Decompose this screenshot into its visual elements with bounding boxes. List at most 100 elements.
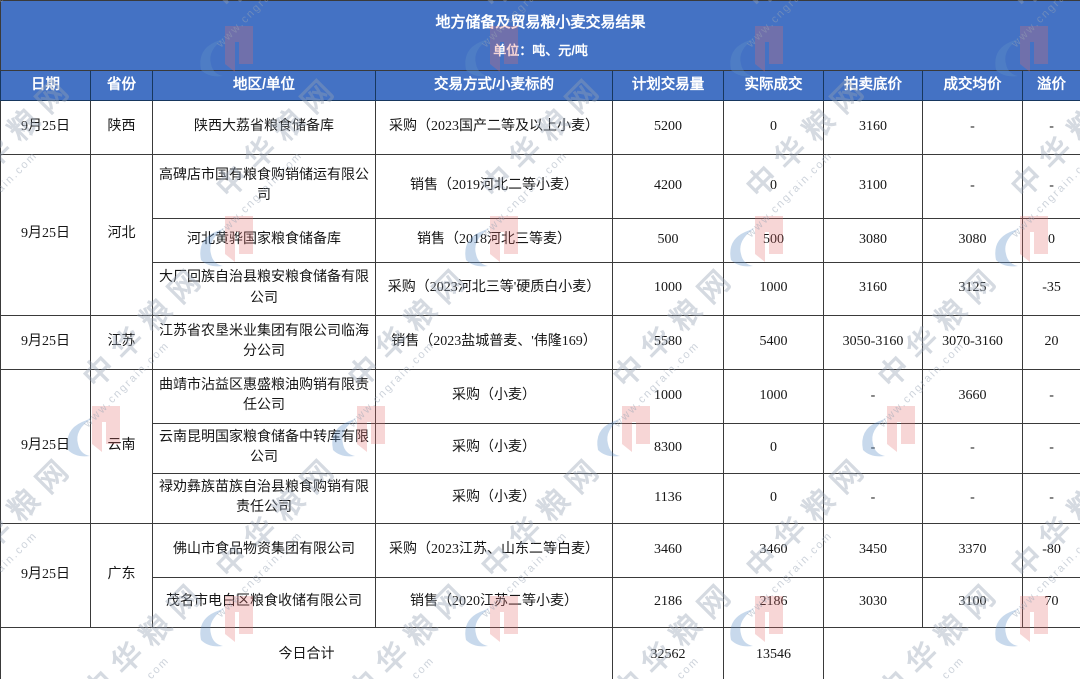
avg-price-cell: 3080 (922, 217, 1023, 263)
planned-volume-cell: 500 (612, 217, 724, 263)
total-label-cell: 今日合计 (0, 626, 613, 679)
units-note: 单位：吨、元/吨 (493, 42, 588, 58)
actual-volume-cell: 0 (723, 472, 824, 524)
table-row: 河北黄骅国家粮食储备库 销售（2018河北三等麦） 500 500 3080 3… (1, 217, 1080, 263)
actual-volume-cell: 0 (723, 99, 824, 155)
region-cell: 曲靖市沾益区惠盛粮油购销有限责任公司 (152, 368, 376, 424)
table-row: 云南昆明国家粮食储备中转库有限公司 采购（小麦） 8300 0 - - - (1, 422, 1080, 474)
col-header-date: 日期 (0, 69, 91, 101)
actual-volume-cell: 1000 (723, 261, 824, 316)
premium-cell: -80 (1021, 522, 1080, 578)
total-empty-cell (822, 626, 1080, 679)
deal-cell: 销售（2018河北三等麦） (375, 217, 613, 263)
avg-price-cell: 3070-3160 (922, 314, 1023, 370)
avg-price-cell: 3100 (922, 576, 1023, 628)
date-cell: 9月25日 (0, 522, 91, 628)
table-row: 9月25日 陕西 陕西大荔省粮食储备库 采购（2023国产二等及以上小麦） 52… (0, 99, 1080, 155)
date-cell: 9月25日 (0, 314, 91, 370)
planned-volume-cell: 1000 (612, 368, 724, 424)
deal-cell: 采购（2023江苏、山东二等白麦） (375, 522, 613, 578)
col-header-premium: 溢价 (1021, 69, 1080, 101)
table-row: 大厂回族自治县粮安粮食储备有限公司 采购（2023河北三等'硬质白小麦） 100… (1, 261, 1080, 316)
deal-cell: 采购（2023国产二等及以上小麦） (375, 99, 613, 155)
table-row: 茂名市电白区粮食收储有限公司 销售（2020江苏二等小麦） 2186 2186 … (1, 576, 1080, 628)
premium-cell: - (1021, 472, 1080, 524)
actual-volume-cell: 0 (723, 153, 824, 219)
floor-price-cell: 3030 (823, 576, 923, 628)
province-cell: 广东 (90, 522, 153, 628)
premium-cell: - (1021, 99, 1080, 155)
region-cell: 陕西大荔省粮食储备库 (152, 99, 376, 155)
date-cell: 9月25日 (0, 368, 91, 524)
floor-price-cell: 3050-3160 (823, 314, 923, 370)
column-header-row: 日期 省份 地区/单位 交易方式/小麦标的 计划交易量 实际成交 拍卖底价 成交… (0, 69, 1080, 101)
region-cell: 云南昆明国家粮食储备中转库有限公司 (152, 422, 376, 474)
deal-cell: 采购（小麦） (375, 472, 613, 524)
col-header-floor-price: 拍卖底价 (823, 69, 923, 101)
actual-volume-cell: 2186 (723, 576, 824, 628)
col-header-avg-price: 成交均价 (922, 69, 1023, 101)
col-header-planned-volume: 计划交易量 (612, 69, 724, 101)
deal-cell: 销售（2020江苏二等小麦） (375, 576, 613, 628)
region-cell: 高碑店市国有粮食购销储运有限公司 (152, 153, 376, 219)
col-header-province: 省份 (90, 69, 153, 101)
col-header-actual-volume: 实际成交 (723, 69, 824, 101)
planned-volume-cell: 2186 (612, 576, 724, 628)
deal-cell: 采购（2023河北三等'硬质白小麦） (375, 261, 613, 316)
avg-price-cell: - (922, 472, 1023, 524)
col-header-region: 地区/单位 (152, 69, 376, 101)
table-row: 9月25日 江苏 江苏省农垦米业集团有限公司临海分公司 销售（2023盐城普麦、… (0, 314, 1080, 370)
premium-cell: 70 (1021, 576, 1080, 628)
planned-volume-cell: 1136 (612, 472, 724, 524)
planned-volume-cell: 3460 (612, 522, 724, 578)
province-cell: 江苏 (90, 314, 153, 370)
region-cell: 禄劝彝族苗族自治县粮食购销有限责任公司 (152, 472, 376, 524)
premium-cell: 0 (1021, 217, 1080, 263)
avg-price-cell: 3660 (922, 368, 1023, 424)
planned-volume-cell: 8300 (612, 422, 724, 474)
floor-price-cell: 3160 (823, 99, 923, 155)
region-cell: 茂名市电白区粮食收储有限公司 (152, 576, 376, 628)
province-cell: 河北 (90, 153, 153, 316)
avg-price-cell: 3370 (922, 522, 1023, 578)
avg-price-cell: - (922, 153, 1023, 219)
planned-volume-cell: 1000 (612, 261, 724, 316)
table-row: 9月25日 广东 佛山市食品物资集团有限公司 采购（2023江苏、山东二等白麦）… (0, 522, 1080, 628)
avg-price-cell: 3125 (922, 261, 1023, 316)
col-header-deal-type: 交易方式/小麦标的 (375, 69, 613, 101)
region-cell: 大厂回族自治县粮安粮食储备有限公司 (152, 261, 376, 316)
province-cell: 陕西 (90, 99, 153, 155)
floor-price-cell: 3450 (823, 522, 923, 578)
floor-price-cell: - (823, 472, 923, 524)
actual-volume-cell: 0 (723, 422, 824, 474)
region-cell: 佛山市食品物资集团有限公司 (152, 522, 376, 578)
province-cell: 云南 (90, 368, 153, 524)
planned-volume-cell: 5580 (612, 314, 724, 370)
region-cell: 河北黄骅国家粮食储备库 (152, 217, 376, 263)
actual-volume-cell: 500 (723, 217, 824, 263)
deal-cell: 销售（2019河北二等小麦） (375, 153, 613, 219)
floor-price-cell: - (823, 368, 923, 424)
table-row: 9月25日 河北 高碑店市国有粮食购销储运有限公司 销售（2019河北二等小麦）… (0, 153, 1080, 316)
total-planned-volume-cell: 32562 (612, 626, 724, 679)
total-row: 今日合计 32562 13546 (0, 626, 1080, 679)
planned-volume-cell: 4200 (612, 153, 724, 219)
actual-volume-cell: 3460 (723, 522, 824, 578)
table-title-row: 地方储备及贸易粮小麦交易结果 单位：吨、元/吨 (0, 0, 1080, 71)
premium-cell: - (1021, 422, 1080, 474)
planned-volume-cell: 5200 (612, 99, 724, 155)
table-row: 9月25日 云南 曲靖市沾益区惠盛粮油购销有限责任公司 采购（小麦） 1000 … (0, 368, 1080, 524)
premium-cell: -35 (1021, 261, 1080, 316)
page-title: 地方储备及贸易粮小麦交易结果 (435, 14, 646, 31)
table-title-cell: 地方储备及贸易粮小麦交易结果 单位：吨、元/吨 (0, 0, 1080, 71)
actual-volume-cell: 5400 (723, 314, 824, 370)
date-cell: 9月25日 (0, 99, 91, 155)
floor-price-cell: 3080 (823, 217, 923, 263)
deal-cell: 采购（小麦） (375, 422, 613, 474)
table-row: 禄劝彝族苗族自治县粮食购销有限责任公司 采购（小麦） 1136 0 - - - (1, 472, 1080, 524)
deal-cell: 销售（2023盐城普麦、'伟隆169） (375, 314, 613, 370)
avg-price-cell: - (922, 422, 1023, 474)
premium-cell: - (1021, 153, 1080, 219)
premium-cell: - (1021, 368, 1080, 424)
